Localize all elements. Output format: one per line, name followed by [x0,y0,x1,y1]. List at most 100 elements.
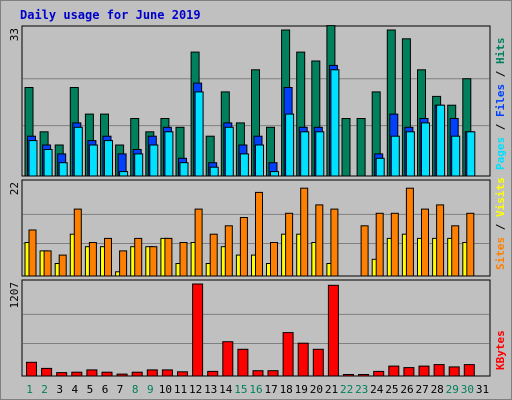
bar-pages [390,135,400,177]
bar-sites [134,237,143,277]
bar-kbytes [146,369,158,377]
panel-visits-sites: 22 Sites / Visits [8,177,507,277]
bar-sites [360,225,369,277]
bar-kbytes [161,369,173,377]
x-tick-label: 25 [385,383,398,396]
x-tick-label: 1 [26,383,33,396]
bar-kbytes [433,364,445,377]
bar-kbytes [86,369,98,377]
legend-separator: / [494,217,507,237]
x-tick-label: 31 [476,383,489,396]
x-tick-label: 8 [132,383,139,396]
bar-sites [390,212,399,277]
x-tick-label: 21 [325,383,338,396]
bar-pages [285,113,295,177]
bar-sites [436,204,445,277]
bar-sites [43,250,52,277]
bar-kbytes [56,372,68,377]
bar-pages [270,171,279,177]
bar-pages [119,171,129,177]
bar-sites [224,225,233,277]
bar-kbytes [26,361,37,377]
bar-kbytes [418,365,430,377]
legend-hits: Hits [494,38,507,65]
bar-sites [405,187,414,277]
bar-pages [134,153,144,177]
bar-kbytes [222,341,234,377]
bar-pages [164,131,174,177]
legend-visits: Visits [494,177,507,217]
bar-kbytes [116,373,128,377]
legend-sites: Sites [494,237,507,270]
bar-kbytes [388,365,400,377]
legend-separator: / [494,64,507,84]
bar-sites [255,191,263,277]
bar-pages [421,122,430,177]
bar-sites [375,212,384,277]
legend-files: Files [494,84,507,117]
y-max-label: 1207 [8,282,21,309]
bar-sites [270,242,278,277]
x-tick-label: 19 [295,383,308,396]
x-tick-label: 29 [446,383,459,396]
bar-pages [405,131,415,177]
bar-kbytes [71,371,83,377]
bar-kbytes [312,348,324,377]
x-tick-label: 3 [56,383,63,396]
x-tick-label: 9 [147,383,154,396]
bar-pages [330,69,340,177]
legend-kbytes: KBytes [494,330,507,370]
y-max-label: 33 [8,28,21,41]
x-tick-label: 24 [370,383,384,396]
bar-hits [356,118,366,177]
x-tick-label: 7 [117,383,124,396]
panel-frame [21,279,491,377]
bar-sites [285,212,294,277]
bar-kbytes [448,366,460,377]
x-tick-label: 27 [415,383,428,396]
bar-kbytes [267,370,279,377]
x-tick-label: 17 [264,383,277,396]
bar-sites [300,187,309,277]
series-legend-label: KBytes [494,330,507,370]
bar-sites [315,204,324,277]
x-tick-label: 5 [87,383,94,396]
bar-pages [436,104,446,177]
x-tick-label: 10 [159,383,172,396]
bar-sites [179,242,188,277]
panel-kbytes: 1207 KBytes [8,279,507,377]
x-tick-label: 26 [400,383,413,396]
bar-pages [375,157,385,177]
bar-kbytes [192,283,204,377]
x-tick-label: 2 [41,383,48,396]
bar-pages [88,144,98,177]
bar-sites [149,246,158,277]
panel-hits-files-pages: 33 Pages / Files / Hits [8,25,507,177]
x-tick-label: 11 [174,383,187,396]
x-tick-label: 30 [461,383,474,396]
x-tick-label: 14 [219,383,233,396]
bar-sites [209,233,218,277]
x-tick-label: 4 [71,383,78,396]
bar-sites [194,208,203,277]
y-max-label: 22 [8,182,21,195]
bar-kbytes [358,374,370,377]
x-tick-label: 22 [340,383,353,396]
series-legend-label: Pages / Files / Hits [494,38,507,171]
bar-sites [73,208,82,277]
bar-pages [73,126,83,177]
legend-pages: Pages [494,137,507,170]
bar-pages [315,131,325,177]
bar-sites [466,212,475,277]
x-tick-label: 28 [431,383,444,396]
bar-kbytes [282,332,294,377]
bar-sites [88,242,97,277]
bar-pages [239,153,249,177]
bar-sites [58,254,67,277]
bar-sites [164,237,173,277]
bar-pages [466,131,476,177]
bar-pages [104,140,113,177]
bar-hits [341,118,351,177]
